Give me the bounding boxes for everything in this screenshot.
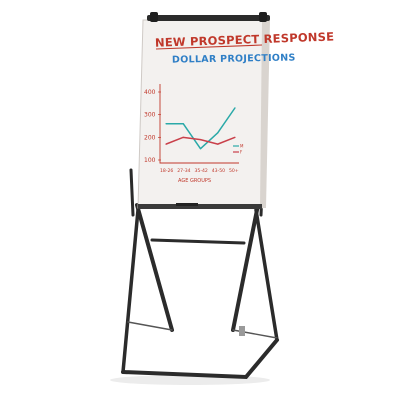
rear-left-leg — [121, 208, 140, 374]
x-tick-label-27-34: 27-34 — [177, 168, 190, 174]
front-left-leg — [135, 203, 174, 332]
data-point-F-0 — [165, 143, 167, 145]
x-axis-label: AGE GROUPS — [178, 178, 211, 184]
y-tick-label-100: 100 — [144, 157, 156, 164]
base-bar — [121, 338, 279, 380]
legend-label-F: F — [240, 150, 243, 155]
y-tick-label-400: 400 — [144, 89, 156, 96]
left-brace — [127, 321, 173, 331]
marker — [176, 203, 198, 206]
x-tick-label-18-26: 18-26 — [160, 168, 173, 174]
clamp-knob-left — [150, 12, 158, 22]
x-tick-label-43-50: 43-50 — [212, 168, 225, 174]
left-foot-clip — [239, 326, 245, 336]
data-point-M-2 — [199, 148, 202, 150]
data-point-M-1 — [182, 123, 184, 125]
legend-label-M: M — [240, 144, 244, 149]
data-point-M-4 — [234, 107, 236, 109]
data-point-F-2 — [199, 139, 202, 141]
y-tick-label-200: 200 — [144, 134, 156, 141]
chart-axes — [159, 84, 239, 164]
clamp-knob-right — [259, 12, 267, 22]
marker-tray — [138, 204, 262, 209]
cross-bar — [150, 238, 246, 245]
title-underline — [155, 44, 263, 50]
x-tick-label-50+: 50+ — [229, 168, 239, 174]
chart-title: NEW PROSPECT RESPONSE — [155, 29, 335, 49]
data-point-M-0 — [165, 123, 167, 125]
hand-drawn-chart: 400 300 200 100 18-26 27-34 35-42 43-50 50+ AGE G… — [144, 84, 244, 184]
left-mast — [129, 168, 135, 217]
pad-side-shade — [260, 20, 270, 208]
chart-subtitle: DOLLAR PROJECTIONS — [172, 53, 296, 66]
top-clamp-bar — [147, 15, 270, 21]
data-point-F-3 — [217, 143, 219, 145]
front-right-leg — [231, 203, 260, 332]
y-tick-label-300: 300 — [144, 112, 156, 119]
x-tick-label-35-42: 35-42 — [195, 168, 208, 174]
data-point-M-3 — [217, 132, 219, 134]
data-point-F-4 — [234, 136, 236, 138]
rear-right-leg — [254, 208, 279, 342]
data-point-F-1 — [182, 136, 184, 138]
